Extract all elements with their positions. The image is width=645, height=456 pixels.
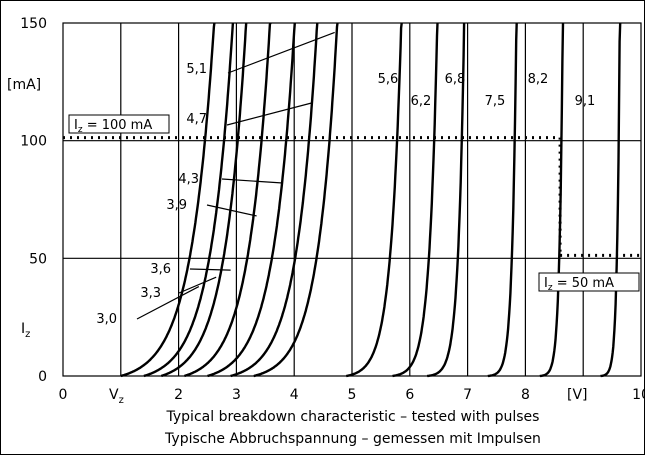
series-leader-line <box>221 178 283 184</box>
series-curve <box>160 22 248 378</box>
tick-labels-layer: 0234567810050100150 <box>20 16 645 403</box>
series-labels-layer: 3,0 3,3 3,6 3,9 4,3 4,7 5,1 5,6 6,2 6,8 7,5 8,2 9,1 <box>96 31 596 327</box>
series-leader-line <box>206 204 257 217</box>
series-curve <box>143 22 235 378</box>
series-curve <box>207 22 296 378</box>
series-curve <box>426 22 466 378</box>
x-tick-label: 4 <box>290 387 299 403</box>
series-curve <box>230 22 319 378</box>
series-leader-line <box>226 102 312 126</box>
x-tick-label: 8 <box>521 387 530 403</box>
x-tick-label: 0 <box>59 387 68 403</box>
y-tick-label: 50 <box>29 251 47 267</box>
series-curve <box>120 22 216 378</box>
series-label: 6,8 <box>445 72 466 87</box>
series-label: 3,3 <box>140 286 161 301</box>
series-label: 4,7 <box>186 112 207 127</box>
series-leader-line <box>178 276 217 294</box>
series-curve <box>487 22 518 378</box>
ref-label-50ma-text: Iz = 50 mA <box>544 276 614 293</box>
x-tick-label: 3 <box>232 387 241 403</box>
x-tick-label: 5 <box>348 387 357 403</box>
y-axis-label: [mA] <box>7 77 41 93</box>
series-curve <box>600 22 622 378</box>
y-tick-label: 100 <box>20 134 47 150</box>
series-leader-line <box>136 286 200 320</box>
series-curve <box>184 22 272 378</box>
caption-german: Typische Abbruchspannung – gemessen mit … <box>164 431 541 447</box>
series-label: 7,5 <box>485 94 506 109</box>
series-label: 5,6 <box>378 72 399 87</box>
series-curve <box>392 22 439 378</box>
series-label: 3,0 <box>96 312 117 327</box>
x-axis-label: [V] <box>567 387 588 403</box>
series-label: 4,3 <box>178 172 199 187</box>
series-label: 3,6 <box>150 262 171 277</box>
y-tick-label: 150 <box>20 16 47 32</box>
x-axis-symbol: Vz <box>109 387 124 406</box>
x-tick-label: 7 <box>463 387 472 403</box>
y-axis-symbol: Iz <box>21 321 30 340</box>
reference-lines-layer: Iz = 100 mA Iz = 50 mA <box>63 114 641 293</box>
x-tick-label: 10 <box>632 387 645 403</box>
series-curve <box>539 22 565 378</box>
y-tick-label: 0 <box>38 369 47 385</box>
series-leader-line <box>227 31 335 74</box>
caption-english: Typical breakdown characteristic – teste… <box>166 409 540 425</box>
ref-label-100ma-text: Iz = 100 mA <box>74 118 152 135</box>
curves-layer <box>120 22 622 378</box>
series-curve <box>346 22 403 378</box>
series-label: 9,1 <box>575 94 596 109</box>
series-label: 8,2 <box>528 72 549 87</box>
x-tick-label: 6 <box>405 387 414 403</box>
series-label: 5,1 <box>186 62 207 77</box>
x-tick-label: 2 <box>174 387 183 403</box>
ref-label-100ma-box <box>68 114 170 134</box>
ref-label-50ma-box <box>538 272 640 292</box>
series-label: 6,2 <box>411 94 432 109</box>
series-leader-line <box>189 268 231 271</box>
grid-layer <box>62 22 642 377</box>
series-curve <box>253 22 339 378</box>
series-label: 3,9 <box>166 198 187 213</box>
